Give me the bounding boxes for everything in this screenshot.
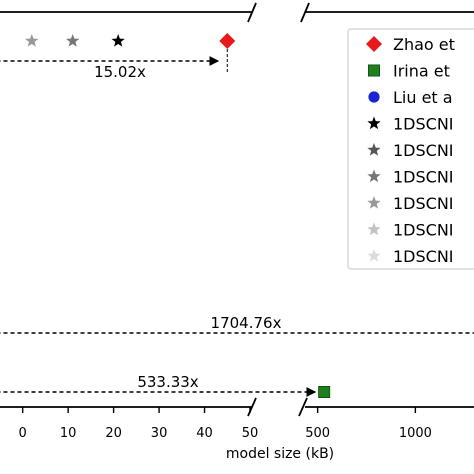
legend-marker bbox=[367, 169, 381, 183]
data-point bbox=[111, 34, 125, 47]
legend-entry: 1DSCNI bbox=[393, 115, 454, 134]
legend-marker bbox=[367, 116, 381, 130]
legend-marker bbox=[366, 36, 382, 52]
legend-entry: Irina et bbox=[393, 62, 450, 81]
x-tick-label: 0 bbox=[19, 426, 27, 441]
x-break-mark-right bbox=[298, 397, 308, 417]
ratio-label: 15.02x bbox=[94, 63, 146, 81]
annotations: 15.02x 1704.76x 533.33x bbox=[0, 44, 474, 397]
legend-entry: 1DSCNI bbox=[393, 141, 454, 160]
axes: 0 10 20 30 40 50 500 1000 bbox=[0, 2, 474, 441]
data-points bbox=[25, 33, 331, 398]
legend-marker bbox=[367, 249, 381, 262]
legend-box bbox=[347, 28, 474, 270]
x-tick-label: 1000 bbox=[399, 426, 432, 441]
legend-entry: 1DSCNI bbox=[393, 247, 454, 266]
top-break-mark-right bbox=[300, 2, 310, 23]
legend-marker bbox=[368, 91, 380, 103]
ratio-label: 533.33x bbox=[137, 373, 198, 391]
legend-marker bbox=[367, 222, 381, 236]
ratio-label: 1704.76x bbox=[211, 314, 282, 332]
legend-entry: 1DSCNI bbox=[393, 194, 454, 213]
data-point bbox=[219, 33, 236, 49]
legend-entry: 1DSCNI bbox=[393, 168, 454, 187]
data-point bbox=[318, 385, 331, 398]
legend-entry: Liu et a bbox=[393, 88, 453, 107]
x-tick-label: 40 bbox=[196, 426, 213, 441]
data-point bbox=[66, 34, 80, 47]
x-tick-label: 20 bbox=[105, 426, 122, 441]
top-break-mark-left bbox=[247, 2, 257, 23]
legend: Zhao et Irina et Liu et a 1DSCNI 1DSCNI 1DSCN… bbox=[347, 28, 474, 270]
data-point bbox=[25, 34, 39, 47]
x-axis-label: model size (kB) bbox=[226, 446, 334, 462]
legend-entry: 1DSCNI bbox=[393, 221, 454, 240]
x-tick-label: 30 bbox=[151, 426, 168, 441]
x-tick-label: 50 bbox=[242, 426, 259, 441]
x-tick-label: 500 bbox=[305, 426, 330, 441]
x-tick-label: 10 bbox=[60, 426, 77, 441]
legend-marker bbox=[367, 143, 381, 156]
legend-entry: Zhao et bbox=[393, 35, 455, 54]
legend-marker bbox=[367, 196, 381, 209]
legend-marker bbox=[367, 64, 380, 77]
